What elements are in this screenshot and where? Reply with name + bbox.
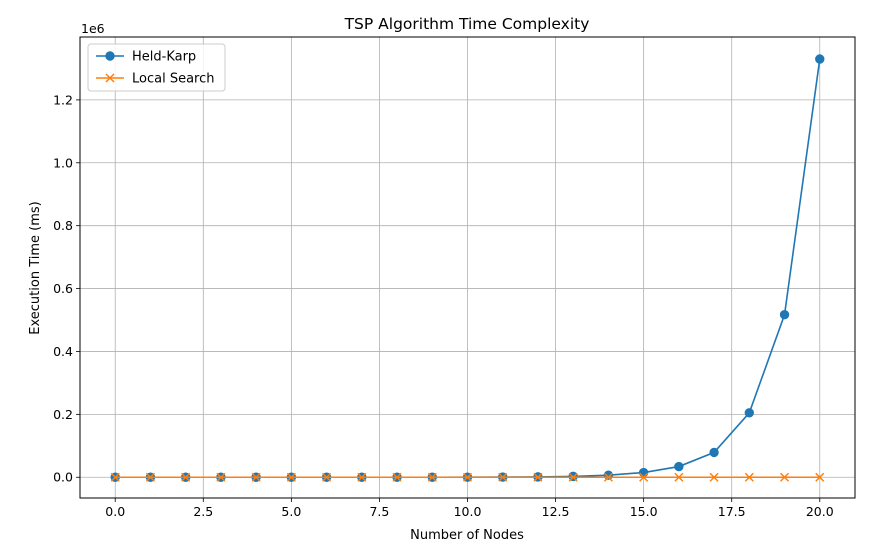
x-tick-label: 5.0 xyxy=(281,504,301,519)
legend-marker xyxy=(105,73,115,83)
x-tick-label: 20.0 xyxy=(806,504,834,519)
plot-series xyxy=(110,54,825,482)
legend-label: Held-Karp xyxy=(132,50,196,65)
data-point xyxy=(709,447,719,458)
data-point xyxy=(815,472,825,482)
legend: Held-Karp Local Search xyxy=(87,43,226,92)
y-tick-label: 0.4 xyxy=(53,344,73,359)
x-tick-label: 12.5 xyxy=(542,504,570,519)
y-tick-label: 1.2 xyxy=(53,92,73,107)
data-point xyxy=(251,472,261,482)
data-point xyxy=(322,472,332,482)
chart-title: TSP Algorithm Time Complexity xyxy=(344,15,590,33)
series-local-search xyxy=(110,472,825,482)
data-point xyxy=(639,472,649,482)
legend-marker xyxy=(105,51,115,61)
data-point xyxy=(462,472,473,482)
data-point xyxy=(533,472,543,482)
data-point xyxy=(286,472,296,482)
axis-ticks: 0.0 2.5 5.0 7.5 10.0 12.5 15.0 17.5 20.0 0.0 0.2 0.… xyxy=(53,92,834,519)
data-point xyxy=(145,472,155,482)
data-point xyxy=(392,472,402,482)
legend-label: Local Search xyxy=(132,72,215,87)
x-tick-label: 2.5 xyxy=(193,504,213,519)
data-point xyxy=(638,467,649,478)
data-point xyxy=(780,472,790,482)
data-point xyxy=(110,472,120,482)
data-point xyxy=(427,472,437,482)
data-point xyxy=(674,472,684,482)
data-point xyxy=(744,408,755,418)
data-point xyxy=(568,472,578,482)
x-tick-label: 10.0 xyxy=(454,504,482,519)
data-point xyxy=(815,54,825,64)
grid xyxy=(80,37,855,498)
y-offset-label: 1e6 xyxy=(81,21,105,36)
y-tick-label: 1.0 xyxy=(53,155,73,170)
data-point xyxy=(709,472,719,482)
x-axis-label: Number of Nodes xyxy=(410,528,524,543)
data-point xyxy=(216,472,226,482)
y-tick-label: 0.2 xyxy=(53,407,73,422)
data-point xyxy=(357,472,367,482)
data-point xyxy=(603,472,613,482)
y-tick-label: 0.6 xyxy=(53,281,73,296)
data-point xyxy=(744,472,754,482)
data-point xyxy=(779,309,790,320)
x-tick-label: 0.0 xyxy=(105,504,125,519)
data-point xyxy=(498,472,508,482)
x-tick-label: 7.5 xyxy=(369,504,389,519)
y-axis-label: Execution Time (ms) xyxy=(28,201,43,334)
data-point xyxy=(674,461,684,472)
x-tick-label: 17.5 xyxy=(718,504,746,519)
x-tick-label: 15.0 xyxy=(630,504,658,519)
data-point xyxy=(181,472,191,482)
y-tick-label: 0.8 xyxy=(53,218,73,233)
y-tick-label: 0.0 xyxy=(53,470,73,485)
